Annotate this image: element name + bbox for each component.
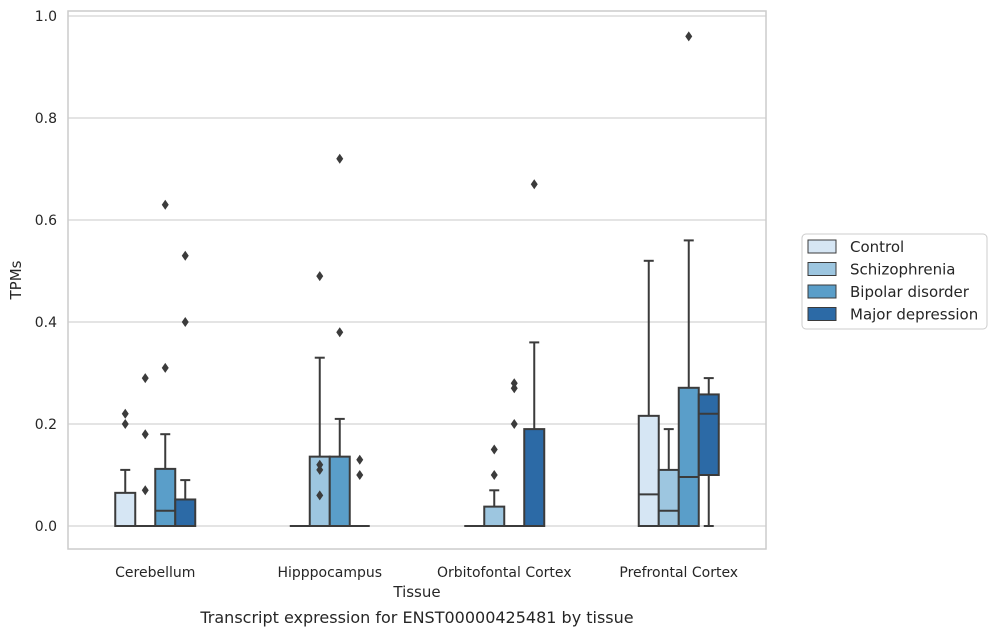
outlier-point xyxy=(161,199,169,210)
legend-swatch xyxy=(807,284,837,299)
box-iqr xyxy=(637,414,660,527)
outlier-point xyxy=(161,362,169,373)
outlier-point xyxy=(316,271,324,282)
outlier-point xyxy=(490,470,498,480)
box-iqr xyxy=(174,498,197,528)
outlier-point xyxy=(510,378,518,389)
y-tick-label: 0.0 xyxy=(35,519,57,535)
grid-lines xyxy=(68,15,766,527)
x-tick-label: Hipppocampus xyxy=(277,565,382,581)
legend-label: Bipolar disorder xyxy=(850,283,970,301)
box-schizophrenia xyxy=(483,444,506,527)
x-axis-title: Tissue xyxy=(392,583,440,601)
outlier-point xyxy=(316,459,324,470)
outlier-point xyxy=(141,485,149,496)
y-tick-label: 1.0 xyxy=(35,9,57,25)
legend-box xyxy=(801,233,988,330)
outlier-point xyxy=(336,327,344,338)
legend-label: Control xyxy=(850,238,904,256)
legend-swatch xyxy=(807,307,837,321)
legend-swatch xyxy=(807,239,837,254)
box-bipolar-disorder xyxy=(677,31,700,528)
y-tick-label: 0.4 xyxy=(35,315,57,331)
legend: Control Schizophrenia Bipolar disorder Majo… xyxy=(801,233,988,330)
legend-label: Schizophrenia xyxy=(850,261,955,279)
box-major-depression xyxy=(174,250,197,528)
box-iqr xyxy=(657,468,680,527)
legend-label: Major depression xyxy=(850,306,978,324)
outlier-point xyxy=(121,419,129,429)
outlier-point xyxy=(336,153,344,164)
y-tick-label: 0.2 xyxy=(35,417,57,433)
box-bipolar-disorder xyxy=(504,378,525,527)
box-schizophrenia xyxy=(657,428,680,527)
plot-frame xyxy=(67,10,767,550)
box-iqr xyxy=(697,393,720,477)
outlier-point xyxy=(510,419,518,429)
outlier-point xyxy=(356,470,364,480)
y-axis-ticks: 0.0 0.2 0.4 0.6 0.8 1.0 xyxy=(35,9,57,535)
box-control xyxy=(114,408,137,528)
box-plots xyxy=(114,31,720,528)
outlier-point xyxy=(141,373,149,384)
outlier-point xyxy=(121,408,129,419)
chart-caption: Transcript expression for ENST0000042548… xyxy=(199,608,633,627)
y-tick-label: 0.6 xyxy=(35,213,57,229)
outlier-point xyxy=(181,250,189,261)
legend-swatch xyxy=(807,262,837,276)
y-tick-label: 0.8 xyxy=(35,111,57,127)
x-tick-label: Prefrontal Cortex xyxy=(619,565,738,581)
box-schizophrenia xyxy=(308,271,331,528)
box-iqr xyxy=(523,428,546,528)
box-major-depression xyxy=(697,377,720,527)
x-axis-ticks: Cerebellum Hipppocampus Orbitofontal Corte… xyxy=(115,565,738,581)
box-schizophrenia xyxy=(135,373,156,527)
outlier-point xyxy=(141,429,149,440)
outlier-point xyxy=(510,383,518,394)
outlier-point xyxy=(316,490,324,501)
outlier-point xyxy=(356,454,364,465)
box-major-depression xyxy=(523,179,546,528)
box-major-depression xyxy=(349,454,370,527)
box-control xyxy=(637,259,660,527)
box-iqr xyxy=(483,505,506,527)
box-iqr xyxy=(677,386,700,528)
x-tick-label: Cerebellum xyxy=(115,565,195,581)
outlier-point xyxy=(490,444,498,455)
outlier-point xyxy=(316,464,324,475)
x-tick-label: Orbitofontal Cortex xyxy=(437,565,572,581)
box-iqr xyxy=(328,455,351,528)
box-iqr xyxy=(154,467,177,528)
box-bipolar-disorder xyxy=(154,199,177,528)
outlier-point xyxy=(530,179,538,190)
box-bipolar-disorder xyxy=(328,153,351,528)
outlier-point xyxy=(685,31,693,42)
box-iqr xyxy=(114,491,137,528)
y-axis-title: TPMs xyxy=(7,260,25,300)
outlier-point xyxy=(181,317,189,327)
